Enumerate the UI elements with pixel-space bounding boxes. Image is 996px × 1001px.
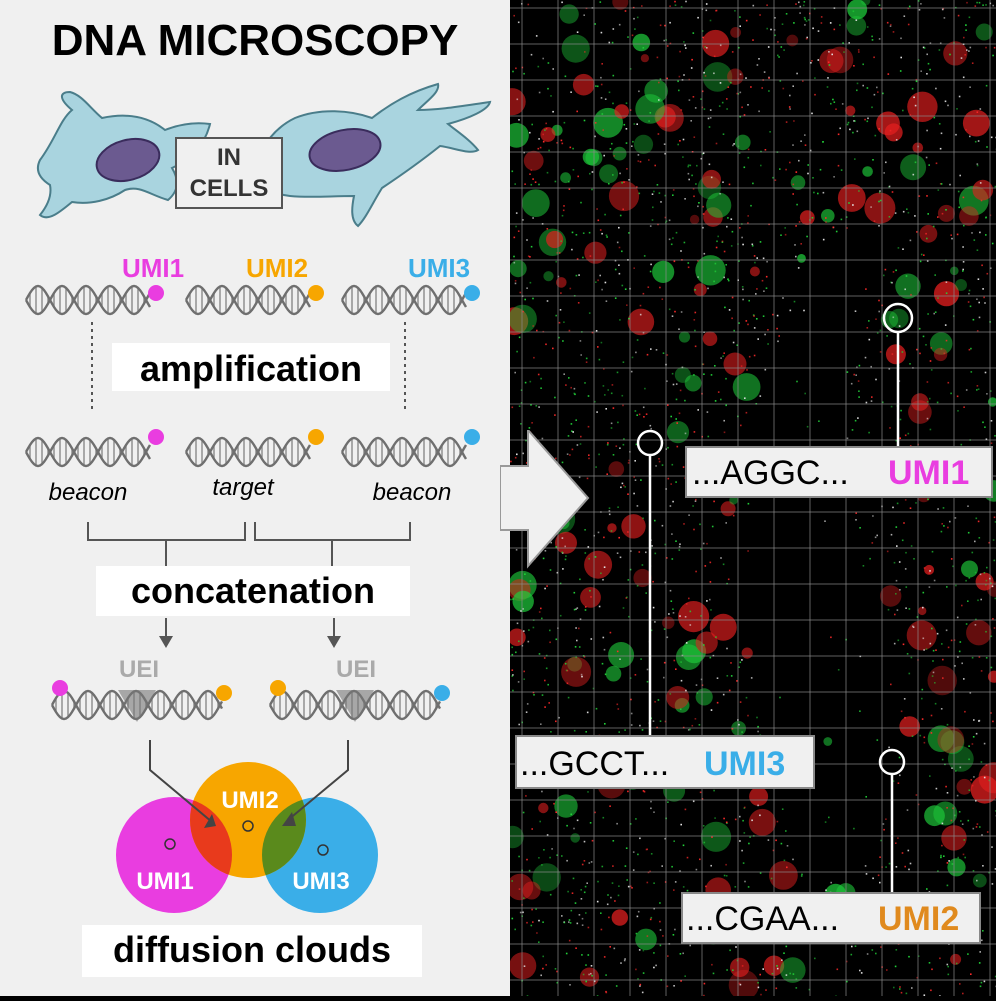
schematic-svg: DNA MICROSCOPY IN CELLS UMI1 UMI2 UMI3: [0, 0, 510, 996]
cloud-umi2-label: UMI2: [221, 787, 278, 814]
dna-amplified-1: [26, 438, 150, 466]
read-callout-umi1: ...AGGC... UMI1: [686, 304, 992, 497]
umi-dot: [308, 429, 324, 445]
cloud-umi3-label: UMI3: [292, 868, 349, 895]
cells-label-line1: IN: [217, 144, 241, 171]
umi-dot: [308, 285, 324, 301]
diffusion-label: diffusion clouds: [113, 929, 391, 970]
uei-label-right: UEI: [336, 656, 376, 683]
dna-row-initial: [26, 285, 480, 314]
schematic-panel: DNA MICROSCOPY IN CELLS UMI1 UMI2 UMI3: [0, 0, 510, 996]
umi2-label: UMI2: [246, 253, 308, 283]
read-umi2-seq: ...CGAA...: [686, 900, 839, 938]
dna-amplified-3: [342, 438, 466, 466]
umi3-label: UMI3: [408, 253, 470, 283]
transition-arrow-icon: [500, 430, 590, 570]
role-left: beacon: [49, 479, 128, 506]
dna-row-amplified: [26, 429, 480, 466]
umi-dot: [216, 685, 232, 701]
cloud-umi1-label: UMI1: [136, 868, 193, 895]
dna-initial-1: [26, 286, 150, 314]
umi-dot: [52, 680, 68, 696]
dna-initial-3: [342, 286, 466, 314]
umi1-label: UMI1: [122, 253, 184, 283]
uei-label-left: UEI: [119, 656, 159, 683]
diffusion-clouds: UMI1 UMI2 UMI3: [116, 740, 378, 913]
read-umi1-tag: UMI1: [888, 454, 969, 492]
concatenation-brackets: [88, 522, 410, 566]
page-title: DNA MICROSCOPY: [52, 16, 459, 65]
dna-row-concatenated: [52, 680, 450, 722]
concat-arrows: [159, 618, 341, 648]
amplification-label: amplification: [140, 348, 362, 389]
read-umi1-seq: ...AGGC...: [692, 454, 849, 492]
read-umi2-tag: UMI2: [878, 900, 959, 938]
umi-dot: [464, 429, 480, 445]
umi-dot: [148, 429, 164, 445]
umi-dot: [434, 685, 450, 701]
read-umi3-seq: ...GCCT...: [520, 745, 669, 783]
role-right: beacon: [373, 479, 452, 506]
read-umi3-tag: UMI3: [704, 745, 785, 783]
cells-illustration: IN CELLS: [38, 84, 490, 226]
umi-dot: [464, 285, 480, 301]
umi-dot: [148, 285, 164, 301]
umi-dot: [270, 680, 286, 696]
dna-amplified-2: [186, 438, 310, 466]
concatenation-label: concatenation: [131, 570, 375, 611]
dna-initial-2: [186, 286, 310, 314]
role-middle: target: [212, 474, 275, 501]
cells-label-line2: CELLS: [190, 175, 269, 202]
